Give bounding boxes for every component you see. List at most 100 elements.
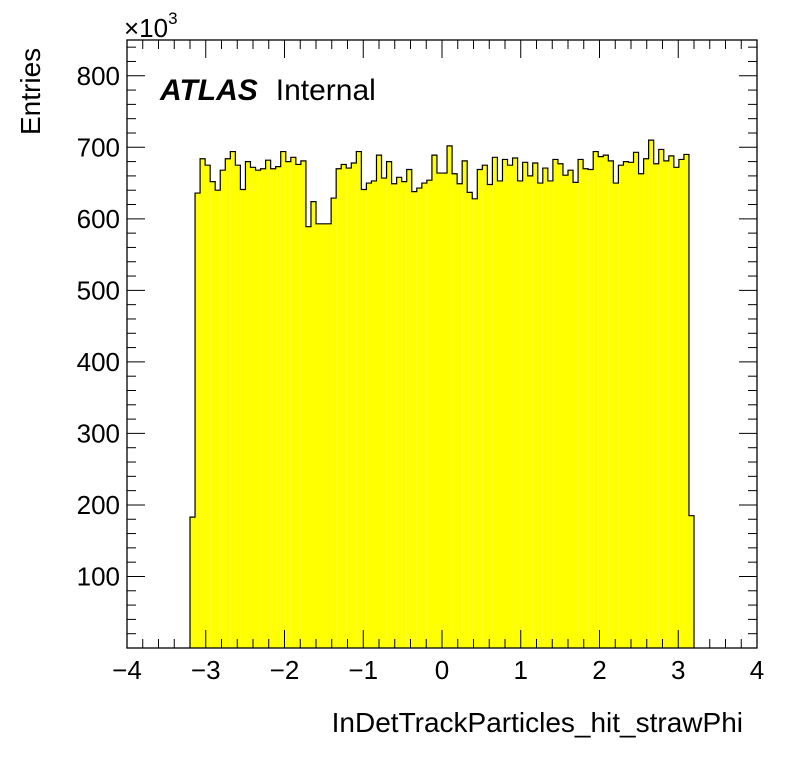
histogram-bin xyxy=(658,149,664,648)
histogram-bin xyxy=(578,159,584,649)
histogram-bin xyxy=(421,183,427,648)
histogram-bin xyxy=(638,173,644,648)
histogram-bin xyxy=(210,181,216,648)
histogram-bin xyxy=(255,170,261,648)
histogram-bin xyxy=(220,170,226,648)
x-tick-label: 0 xyxy=(435,655,449,685)
histogram-bin xyxy=(260,168,266,649)
histogram-bin xyxy=(492,157,498,649)
y-tick-label: 800 xyxy=(77,61,120,91)
x-tick-label: 2 xyxy=(592,655,606,685)
histogram-bin xyxy=(613,183,619,648)
histogram-bin xyxy=(452,173,458,648)
histogram-bin xyxy=(598,156,604,648)
histogram-bin xyxy=(542,168,548,648)
y-axis-title: Entries xyxy=(15,48,46,135)
histogram-bin xyxy=(240,189,246,649)
histogram-bin xyxy=(593,151,599,648)
histogram-bin xyxy=(522,162,528,648)
histogram-bin xyxy=(346,168,352,648)
histogram-bin xyxy=(673,167,679,648)
histogram-bin xyxy=(270,168,276,649)
histogram-bin xyxy=(552,159,558,649)
y-tick-labels: 100 200 300 400 500 600 700 800 xyxy=(77,61,120,592)
histogram-bin xyxy=(618,165,624,649)
histogram-bin xyxy=(190,517,196,648)
histogram-bin xyxy=(295,164,301,648)
histogram-bin xyxy=(225,158,231,648)
y-multiplier-exponent: 3 xyxy=(168,9,177,28)
histogram-bin xyxy=(371,180,377,648)
histogram-bin xyxy=(568,170,574,648)
x-tick-label: −4 xyxy=(112,655,142,685)
histogram-bin xyxy=(331,198,337,648)
histogram-bin xyxy=(426,180,432,649)
histogram-bin xyxy=(436,173,442,648)
histogram-bin xyxy=(482,165,488,649)
histogram-bin xyxy=(583,168,589,649)
histogram-bin xyxy=(562,175,568,648)
histogram-bin xyxy=(588,169,594,648)
histogram-bin xyxy=(628,162,634,648)
histogram-bin xyxy=(462,160,468,648)
histogram-bin xyxy=(341,164,347,648)
histogram-bin xyxy=(512,158,518,648)
histogram-bin xyxy=(205,165,211,649)
histogram-bin xyxy=(527,175,533,648)
histogram-bin xyxy=(396,177,402,648)
histogram-bin xyxy=(356,151,362,648)
histogram-bin xyxy=(663,160,669,648)
axis-ticks xyxy=(126,40,758,649)
histogram-bin xyxy=(477,169,483,648)
histogram-bin xyxy=(361,189,367,649)
histogram-bin xyxy=(326,223,332,649)
x-tick-label: 1 xyxy=(514,655,528,685)
histogram-bin xyxy=(411,191,417,649)
histogram-bin xyxy=(688,515,694,648)
histogram-bin xyxy=(351,163,357,649)
histogram-bin xyxy=(643,158,649,648)
y-multiplier-base: ×10 xyxy=(124,13,168,43)
x-tick-labels: −4 −3 −2 −1 0 1 2 3 4 xyxy=(112,655,764,685)
histogram-bin xyxy=(507,165,513,649)
x-tick-label: 3 xyxy=(671,655,685,685)
histogram-bin xyxy=(431,155,437,648)
histogram-bin xyxy=(215,190,221,648)
x-tick-label: −1 xyxy=(348,655,378,685)
histogram-bin xyxy=(633,152,639,648)
x-axis-title: InDetTrackParticles_hit_strawPhi xyxy=(332,707,743,738)
histogram-bin xyxy=(447,145,453,648)
x-tick-label: 4 xyxy=(750,655,764,685)
histogram-bin xyxy=(230,151,236,648)
histogram-bin xyxy=(275,166,281,648)
histogram-bin xyxy=(285,161,291,648)
y-tick-label: 300 xyxy=(77,418,120,448)
histogram-bin xyxy=(265,160,271,648)
histogram-bin xyxy=(573,182,579,648)
histogram-bin xyxy=(366,183,372,648)
histogram-bin xyxy=(336,168,342,649)
y-tick-label: 700 xyxy=(77,132,120,162)
histogram-bin xyxy=(678,159,684,649)
histogram-bin xyxy=(442,173,448,648)
histogram-bin xyxy=(310,201,316,648)
histogram-bin xyxy=(557,163,563,648)
atlas-experiment: ATLAS xyxy=(159,74,258,107)
histogram-bin xyxy=(200,158,206,648)
plot-frame xyxy=(126,39,758,649)
y-tick-label: 600 xyxy=(77,204,120,234)
histogram-bin xyxy=(305,226,311,648)
histogram-bin xyxy=(316,223,322,649)
histogram-bin xyxy=(250,167,256,648)
histogram-bin xyxy=(391,183,397,649)
histogram-bin xyxy=(487,184,493,648)
histogram-bin xyxy=(517,180,523,648)
histogram-bin xyxy=(537,183,543,648)
y-multiplier: ×103 xyxy=(124,9,178,43)
histogram-bin xyxy=(376,155,382,648)
histogram-bin xyxy=(406,169,412,648)
histogram-bin xyxy=(668,155,674,649)
histogram-bin xyxy=(195,193,201,648)
y-tick-label: 100 xyxy=(77,561,120,591)
